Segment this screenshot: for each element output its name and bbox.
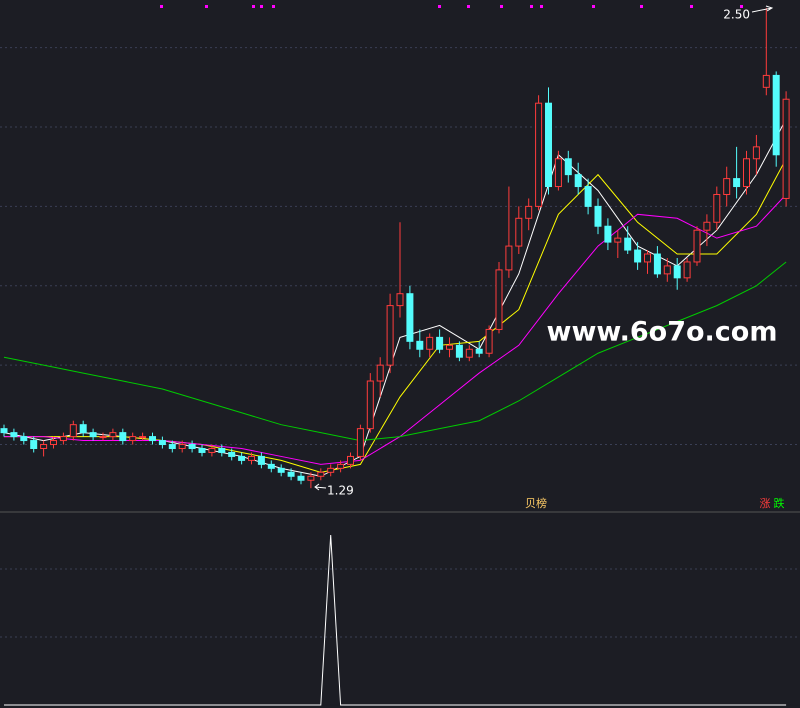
candle-body	[426, 336, 434, 350]
candle-body	[743, 158, 750, 188]
candle-body	[584, 186, 592, 207]
candle-body	[406, 293, 414, 342]
candle-body	[356, 428, 364, 457]
low-arrow	[314, 483, 327, 491]
watermark: www.6o7o.com	[547, 317, 778, 348]
candle-body	[525, 205, 533, 219]
candle-body	[624, 237, 632, 251]
candle-body	[485, 328, 493, 354]
indicator-line	[4, 534, 787, 706]
high-annotation: 2.50	[723, 8, 750, 22]
candle-body	[574, 174, 582, 188]
candle-body	[307, 475, 315, 481]
candle-body	[79, 424, 87, 434]
candle-body	[693, 229, 701, 263]
candle-body	[267, 463, 275, 469]
candle-body	[188, 444, 196, 449]
candle-body	[762, 74, 770, 88]
board-label: 贝榜	[525, 496, 547, 510]
candle-body	[604, 225, 612, 243]
high-arrow	[751, 5, 774, 13]
candle-body	[455, 344, 463, 358]
top-markers	[160, 5, 743, 8]
candle-body	[208, 447, 216, 453]
candle-body	[297, 475, 305, 481]
candle-body	[178, 444, 186, 449]
candle-body	[347, 455, 354, 465]
candle-body	[317, 471, 325, 477]
candle-body	[50, 440, 57, 446]
candle-body	[149, 436, 156, 442]
low-annotation: 1.29	[327, 484, 354, 498]
candle-body	[535, 102, 543, 207]
candle-body	[495, 269, 503, 330]
candle-body	[158, 440, 166, 446]
candle-body	[733, 178, 741, 188]
candle-body	[0, 428, 8, 434]
candle-body	[89, 432, 97, 438]
candle-body	[475, 348, 483, 354]
candle-body	[139, 436, 147, 439]
candle-body	[446, 344, 453, 350]
candle-body	[327, 467, 335, 473]
candle-body	[20, 436, 28, 442]
candle-body	[653, 253, 661, 275]
candle-body	[168, 444, 176, 449]
candle-body	[257, 455, 265, 465]
candle-body	[198, 447, 206, 453]
candle-body	[277, 467, 285, 473]
up-label: 涨	[760, 497, 771, 510]
candle-body	[772, 74, 780, 156]
candle-body	[69, 424, 77, 438]
moving-average	[3, 261, 787, 442]
candle-body	[218, 447, 226, 453]
candle-body	[752, 146, 760, 160]
candle-body	[465, 348, 473, 358]
candle-body	[634, 249, 642, 263]
candle-body	[673, 265, 681, 279]
candle-body	[416, 340, 424, 350]
candle-body	[99, 436, 107, 439]
candle-body	[713, 193, 721, 223]
candle-body	[386, 305, 394, 366]
down-label: 跌	[774, 496, 785, 510]
candle-body	[515, 217, 523, 247]
candle-body	[436, 336, 444, 350]
candle-body	[723, 178, 731, 195]
candle-body	[564, 158, 572, 176]
candle-body	[663, 265, 671, 275]
candle-body	[119, 432, 127, 442]
candle-body	[683, 261, 691, 279]
candle-body	[505, 245, 513, 271]
candle-body	[129, 436, 137, 442]
candle-body	[366, 380, 374, 430]
candle-body	[40, 444, 48, 449]
candle-body	[30, 440, 38, 449]
candle-body	[228, 451, 236, 457]
candle-body	[376, 364, 384, 382]
candle-body	[545, 102, 552, 188]
candle-body	[614, 237, 622, 243]
candle-body	[287, 471, 295, 477]
candle-body	[644, 253, 651, 263]
candle-body	[396, 293, 404, 307]
candle-body	[782, 98, 790, 199]
candle-body	[703, 221, 711, 231]
candle-body	[238, 455, 246, 461]
candle-body	[59, 436, 67, 442]
candle-body	[109, 432, 117, 438]
candle-body	[337, 463, 345, 469]
candle-body	[594, 205, 602, 227]
candle-body	[248, 455, 255, 461]
candle-body	[554, 158, 562, 188]
candle-body	[10, 432, 18, 438]
